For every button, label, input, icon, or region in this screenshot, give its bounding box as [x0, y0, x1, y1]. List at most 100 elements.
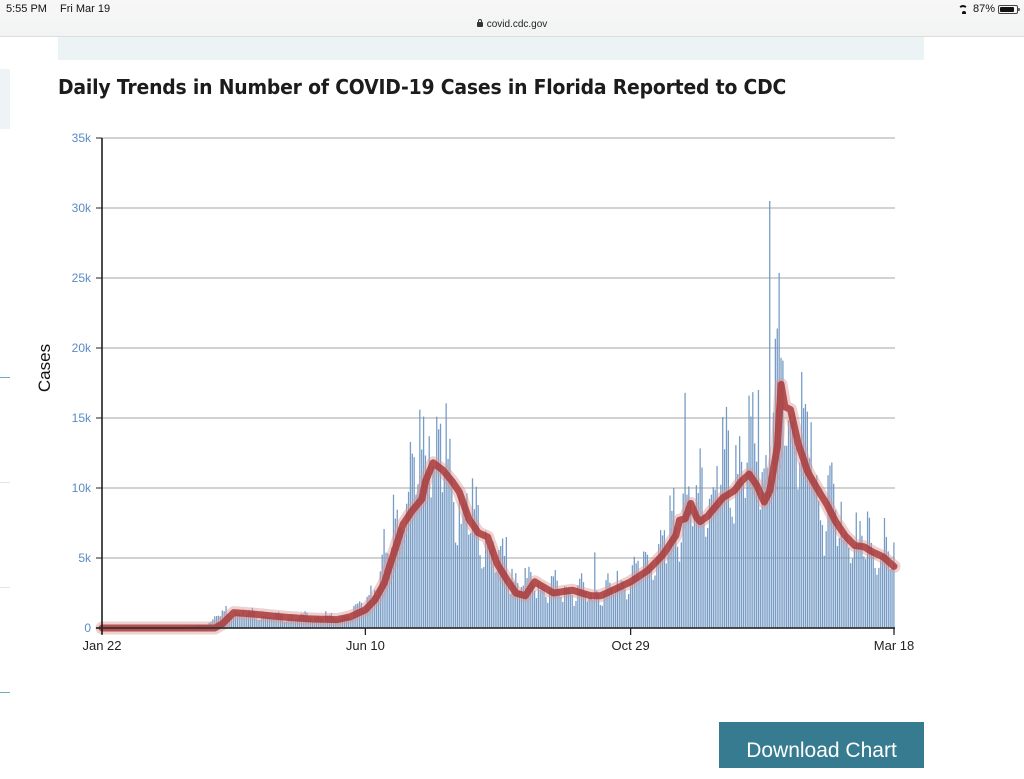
- daily-bar: [739, 436, 740, 628]
- y-axis-label: Cases: [35, 344, 54, 392]
- daily-bar: [470, 533, 471, 628]
- daily-bar: [668, 550, 669, 628]
- daily-bar: [874, 568, 875, 628]
- daily-bar: [760, 510, 761, 628]
- daily-bar: [707, 528, 708, 628]
- daily-bar: [404, 529, 405, 628]
- daily-bar: [496, 572, 497, 628]
- daily-bar: [600, 605, 601, 628]
- daily-bar: [863, 556, 864, 628]
- daily-bar: [560, 597, 561, 628]
- daily-bar: [257, 620, 258, 628]
- lock-icon: [477, 22, 483, 27]
- daily-bar: [726, 407, 727, 628]
- daily-bar: [807, 412, 808, 628]
- daily-bar: [703, 514, 704, 628]
- y-tick-label: 25k: [72, 271, 92, 285]
- daily-bar: [575, 601, 576, 628]
- daily-bar: [440, 424, 441, 628]
- daily-bar: [786, 446, 787, 628]
- daily-bar: [468, 535, 469, 628]
- x-tick-label: Jun 10: [346, 638, 385, 653]
- daily-bar: [724, 449, 725, 628]
- daily-bar: [801, 372, 802, 628]
- daily-bar: [573, 606, 574, 628]
- daily-bar: [414, 457, 415, 628]
- daily-bar: [562, 602, 563, 628]
- daily-bar: [602, 606, 603, 628]
- daily-bar: [722, 417, 723, 628]
- daily-bar: [812, 477, 813, 628]
- daily-bar: [876, 575, 877, 628]
- gridlines: [102, 138, 895, 558]
- address-bar[interactable]: covid.cdc.gov: [0, 19, 1024, 30]
- daily-bar: [716, 466, 717, 628]
- daily-bar: [472, 478, 473, 628]
- daily-bar: [660, 530, 661, 628]
- daily-bar: [634, 557, 635, 628]
- daily-bar: [436, 417, 437, 628]
- daily-bar: [735, 445, 736, 628]
- daily-bar: [410, 442, 411, 628]
- daily-bar: [869, 518, 870, 628]
- daily-bar: [837, 546, 838, 628]
- daily-bar: [792, 422, 793, 628]
- daily-bar: [743, 483, 744, 628]
- daily-bar: [430, 497, 431, 628]
- daily-bar: [459, 496, 460, 628]
- x-tick-label: Jan 22: [82, 638, 121, 653]
- daily-bar: [820, 520, 821, 628]
- side-nav-marker: [0, 692, 10, 693]
- daily-bar: [852, 559, 853, 628]
- daily-bar: [446, 403, 447, 628]
- daily-bar: [587, 602, 588, 628]
- daily-bar: [824, 556, 825, 628]
- daily-bar: [844, 532, 845, 628]
- daily-bar: [551, 576, 552, 628]
- daily-bar: [822, 525, 823, 628]
- daily-bar: [545, 597, 546, 628]
- daily-bar: [878, 568, 879, 628]
- daily-bar: [748, 396, 749, 628]
- daily-bar: [432, 466, 433, 628]
- daily-bar: [453, 502, 454, 628]
- y-tick-label: 5k: [78, 551, 92, 565]
- daily-bar: [626, 599, 627, 628]
- daily-bar: [509, 594, 510, 628]
- daily-bar: [451, 476, 452, 628]
- daily-bar: [455, 543, 456, 628]
- daily-bar: [536, 598, 537, 628]
- y-tick-label: 35k: [72, 131, 92, 145]
- status-time: 5:55 PM: [6, 3, 47, 15]
- daily-bar: [572, 595, 573, 628]
- daily-bar: [788, 420, 789, 628]
- daily-bar: [873, 551, 874, 628]
- daily-bar: [412, 454, 413, 628]
- url-text: covid.cdc.gov: [487, 19, 548, 30]
- daily-bar: [419, 410, 420, 628]
- daily-bar: [831, 462, 832, 628]
- battery-fill: [1000, 7, 1014, 12]
- daily-bar: [814, 480, 815, 628]
- daily-bar: [444, 472, 445, 628]
- y-tick-label: 20k: [72, 341, 92, 355]
- download-chart-button[interactable]: Download Chart: [719, 722, 924, 768]
- daily-bar: [891, 568, 892, 628]
- daily-bar: [581, 573, 582, 628]
- daily-bar: [666, 563, 667, 628]
- daily-bar: [547, 603, 548, 628]
- daily-bar: [553, 576, 554, 628]
- daily-bar: [805, 404, 806, 628]
- daily-bar: [850, 563, 851, 628]
- daily-bar: [856, 513, 857, 628]
- daily-bar: [882, 555, 883, 628]
- daily-bar: [737, 474, 738, 628]
- daily-bar: [449, 439, 450, 628]
- daily-bar: [858, 544, 859, 628]
- daily-bar: [615, 591, 616, 628]
- daily-bar: [607, 573, 608, 628]
- daily-bar: [442, 492, 443, 628]
- daily-bar: [731, 517, 732, 628]
- daily-bar: [880, 556, 881, 628]
